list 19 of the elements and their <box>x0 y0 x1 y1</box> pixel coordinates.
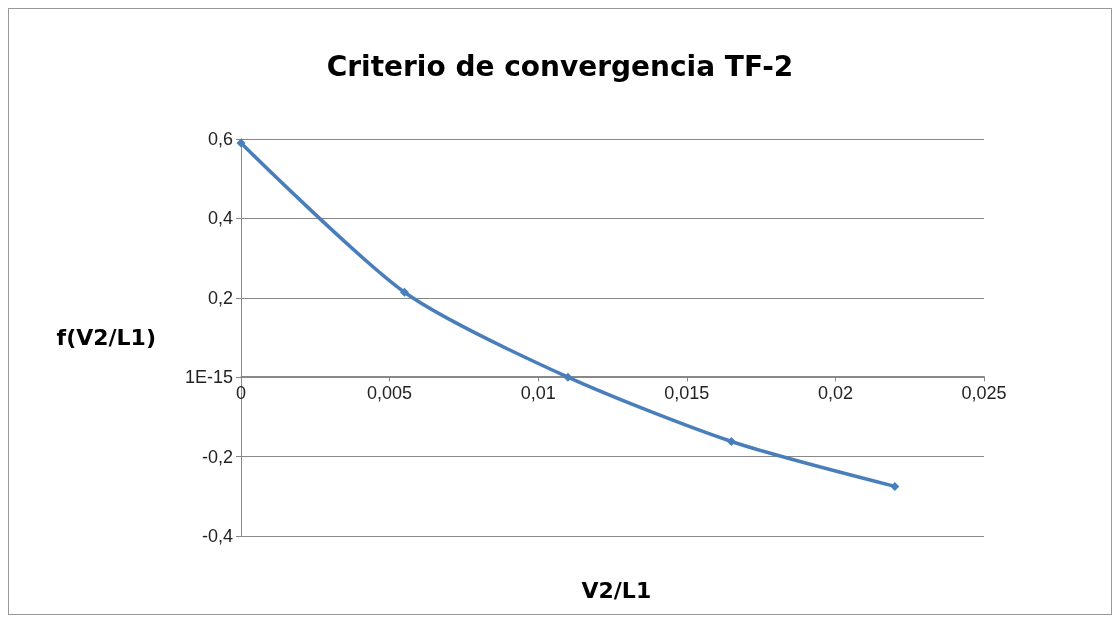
point <box>726 437 736 447</box>
point <box>890 481 900 491</box>
x-tick-label: 0,015 <box>664 383 710 404</box>
x-tick-label: 0,02 <box>817 383 853 404</box>
x-tick-label: 0,025 <box>961 383 1007 404</box>
point <box>563 372 573 382</box>
x-tick-label: 0,005 <box>367 383 413 404</box>
y-tick-label: 0,2 <box>207 287 233 308</box>
x-axis-title: V2/L1 <box>581 577 652 603</box>
y-tick-label: 0,4 <box>207 208 233 229</box>
x-tick-label: 0,01 <box>520 383 556 404</box>
y-tick-label: 1E-15 <box>184 367 233 388</box>
chart-title: Criterio de convergencia TF-2 <box>326 49 794 83</box>
y-tick-label: -0,4 <box>201 526 233 546</box>
y-tick-label: 0,6 <box>207 129 233 149</box>
y-tick-label: -0,2 <box>201 446 233 467</box>
x-tick-label: 0 <box>235 383 247 404</box>
y-axis-title: f(V2/L1) <box>56 325 156 350</box>
point <box>399 287 409 297</box>
